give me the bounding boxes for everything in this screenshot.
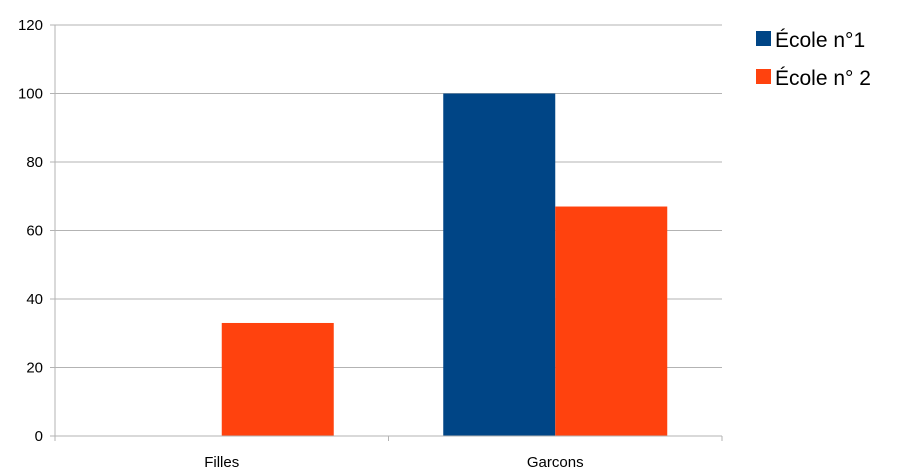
y-tick-label: 100 xyxy=(18,86,43,103)
bars xyxy=(221,93,668,436)
bar-garcons-series-2 xyxy=(555,206,668,436)
y-tick-label: 60 xyxy=(26,223,43,240)
y-tick-labels: 0 20 40 60 80 100 120 xyxy=(18,17,43,445)
x-tick-label: Filles xyxy=(204,454,239,471)
bar-filles-series-2 xyxy=(221,322,334,436)
legend-label-ecole-2: École n° 2 xyxy=(775,67,871,90)
axes xyxy=(50,24,723,441)
x-tick-label: Garcons xyxy=(527,454,584,471)
legend-label-ecole-1: École n°1 xyxy=(775,29,865,52)
legend-swatch-ecole-2 xyxy=(756,69,771,84)
x-tick-labels: Filles Garcons xyxy=(204,454,583,471)
y-tick-label: 80 xyxy=(26,154,43,171)
legend-swatch-ecole-1 xyxy=(756,31,771,46)
y-tick-label: 120 xyxy=(18,17,43,34)
y-tick-label: 40 xyxy=(26,291,43,308)
legend: École n°1 École n° 2 xyxy=(756,29,871,90)
y-tick-label: 0 xyxy=(35,428,43,445)
y-tick-label: 20 xyxy=(26,360,43,377)
bar-garcons-series-1 xyxy=(443,93,556,436)
